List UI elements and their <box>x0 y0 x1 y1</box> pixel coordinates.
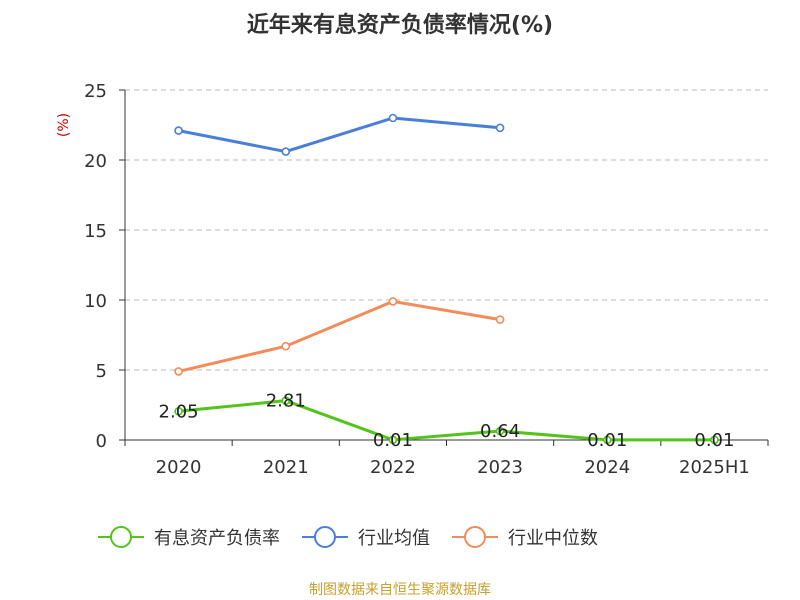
axes: 0 5 10 15 20 25 2020 2021 2022 2023 2024 2025H1 <box>84 81 769 478</box>
x-tick-label: 2022 <box>370 457 416 478</box>
series-lines <box>174 113 719 445</box>
y-tick-label: 0 <box>96 431 107 452</box>
legend-marker-icon <box>314 526 336 548</box>
series-line <box>178 116 501 154</box>
data-point <box>495 426 505 436</box>
series-1 <box>174 113 505 156</box>
x-tick-label: 2021 <box>263 457 309 478</box>
y-tick-label: 15 <box>84 221 107 242</box>
series-2 <box>174 297 505 376</box>
grid-lines <box>125 89 768 371</box>
data-label: 2.05 <box>159 401 199 422</box>
y-tick-label: 10 <box>84 291 107 312</box>
data-point <box>495 123 505 133</box>
data-labels: 2.05 2.81 0.01 0.64 0.01 0.01 <box>159 391 735 451</box>
y-tick-label: 25 <box>84 81 107 102</box>
data-label: 2.81 <box>266 391 306 412</box>
data-label: 0.01 <box>587 430 627 451</box>
data-point <box>388 113 398 123</box>
data-point <box>495 315 505 324</box>
x-tick-label: 2020 <box>156 457 202 478</box>
y-axis-unit-label: (%) <box>56 113 72 137</box>
legend: 有息资产负债率 行业均值 行业中位数 <box>98 526 598 549</box>
y-tick-label: 20 <box>84 151 107 172</box>
legend-label: 行业中位数 <box>508 528 598 549</box>
legend-item-0[interactable]: 有息资产负债率 <box>98 526 280 549</box>
legend-marker-icon <box>110 526 132 548</box>
x-tick-label: 2024 <box>584 457 630 478</box>
x-tick-label: 2023 <box>477 457 523 478</box>
legend-marker-icon <box>464 526 486 548</box>
legend-item-2[interactable]: 行业中位数 <box>452 526 598 549</box>
data-point <box>281 341 291 351</box>
data-label: 0.01 <box>694 430 734 451</box>
data-point <box>281 147 291 156</box>
data-source-note: 制图数据来自恒生聚源数据库 <box>309 582 491 598</box>
data-label: 0.64 <box>480 421 520 442</box>
series-line <box>178 399 715 442</box>
data-point <box>602 435 612 445</box>
series-0 <box>174 396 719 445</box>
data-point <box>388 435 398 445</box>
y-tick-label: 5 <box>96 361 107 382</box>
series-line <box>178 299 501 373</box>
data-point <box>174 406 183 416</box>
data-point <box>174 126 183 135</box>
data-label: 0.01 <box>373 430 413 451</box>
chart-title: 近年来有息资产负债率情况(%) <box>247 12 553 38</box>
data-point <box>388 297 398 306</box>
data-point <box>174 367 183 376</box>
x-tick-label: 2025H1 <box>679 457 750 478</box>
data-point <box>281 396 291 405</box>
data-point <box>710 435 719 445</box>
legend-label: 行业均值 <box>358 528 430 549</box>
legend-item-1[interactable]: 行业均值 <box>302 526 430 549</box>
legend-label: 有息资产负债率 <box>154 528 280 549</box>
